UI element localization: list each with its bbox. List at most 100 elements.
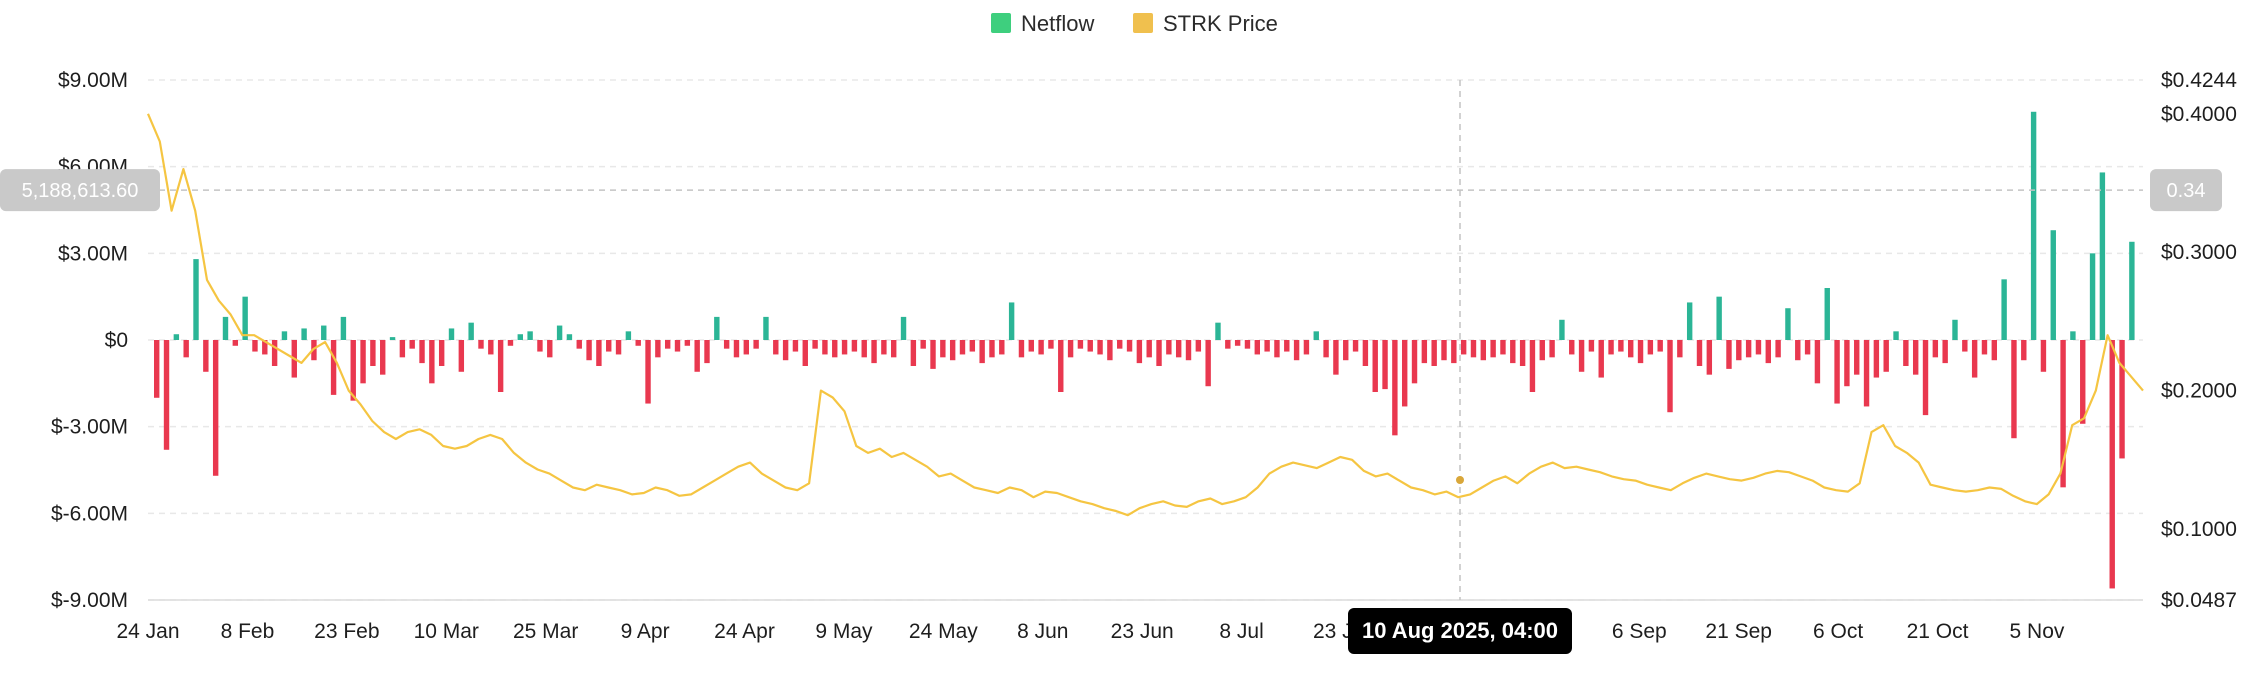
- y-right-tick-label: $0.3000: [2161, 241, 2237, 264]
- netflow-bar: [861, 340, 867, 358]
- netflow-bar: [2030, 111, 2037, 341]
- netflow-bar: [1058, 340, 1064, 392]
- netflow-bar: [1490, 340, 1496, 358]
- netflow-bar: [1500, 340, 1506, 355]
- y-right-tick-label: $0.0487: [2161, 589, 2237, 612]
- netflow-bar: [979, 340, 985, 364]
- netflow-bar: [1628, 340, 1634, 358]
- netflow-bar: [989, 340, 995, 358]
- netflow-bar: [1657, 340, 1663, 352]
- netflow-bar: [949, 340, 956, 361]
- netflow-bar: [1107, 340, 1113, 361]
- netflow-bar: [2021, 340, 2027, 361]
- left-value-badge-text: 5,188,613.60: [22, 180, 139, 202]
- netflow-bar: [1215, 322, 1221, 340]
- netflow-bar: [1549, 340, 1555, 358]
- netflow-bar: [1421, 340, 1428, 364]
- netflow-bar: [969, 340, 976, 352]
- netflow-bar: [1333, 340, 1339, 375]
- netflow-bar: [1529, 340, 1536, 392]
- right-axis: $0.4244 $0.4000 $0.3000 $0.2000 $0.1000 $0.04…: [2161, 69, 2237, 612]
- y-right-tick-label: $0.2000: [2161, 380, 2237, 403]
- netflow-bar: [1117, 340, 1123, 349]
- x-axis: 24 Jan 8 Feb 23 Feb 10 Mar 25 Mar 9 Apr 24 Apr…: [116, 599, 2143, 643]
- netflow-bar: [409, 340, 415, 349]
- netflow-bar: [1844, 340, 1850, 387]
- netflow-bar: [733, 340, 740, 358]
- netflow-bar: [321, 325, 327, 340]
- netflow-bar: [389, 337, 396, 340]
- netflow-bar: [360, 340, 366, 384]
- netflow-bar: [468, 322, 474, 340]
- y-left-tick-label: $-3.00M: [51, 416, 128, 439]
- netflow-bar: [792, 340, 799, 352]
- legend: Netflow STRK Price: [991, 11, 1278, 36]
- x-tick-label: 10 Mar: [414, 620, 479, 643]
- netflow-bar: [2099, 172, 2106, 340]
- netflow-bar: [1578, 340, 1585, 372]
- left-axis: $9.00M$6.00M$3.00M$0$-3.00M$-6.00M$-9.00…: [51, 69, 128, 612]
- netflow-bar: [1097, 340, 1103, 355]
- netflow-bar: [1559, 319, 1565, 340]
- netflow-bar: [1765, 340, 1771, 364]
- netflow-bar: [1588, 340, 1595, 352]
- netflow-bar: [154, 340, 160, 398]
- y-right-tick-label: $0.4244: [2161, 69, 2237, 92]
- netflow-bar: [1372, 340, 1378, 392]
- netflow-bar: [281, 331, 288, 340]
- left-value-badge: [0, 169, 160, 212]
- netflow-bar: [173, 334, 180, 340]
- y-right-tick-label: $0.1000: [2161, 518, 2237, 541]
- netflow-bar: [232, 340, 239, 346]
- netflow-bar: [537, 340, 543, 352]
- netflow-bar: [163, 340, 170, 450]
- netflow-bar: [1637, 340, 1644, 364]
- netflow-bar: [350, 340, 356, 401]
- netflow-bar: [1539, 340, 1545, 361]
- netflow-bar: [1667, 340, 1673, 413]
- netflow-bar: [1824, 288, 1830, 340]
- legend-item-strk-price[interactable]: STRK Price: [1133, 11, 1278, 36]
- netflow-bar: [1087, 340, 1093, 352]
- netflow-bar: [2070, 331, 2076, 340]
- netflow-bar: [1225, 340, 1231, 349]
- netflow-bar: [1067, 340, 1074, 358]
- netflow-bar: [1451, 340, 1457, 364]
- netflow-bar: [674, 340, 681, 352]
- netflow-bar: [1352, 340, 1359, 352]
- netflow-bar: [1382, 340, 1388, 390]
- netflow-bar: [1175, 340, 1182, 358]
- netflow-bar: [478, 340, 484, 349]
- netflow-bar: [1804, 340, 1811, 355]
- netflow-bar: [1519, 340, 1526, 366]
- netflow-bar: [212, 340, 219, 476]
- netflow-bar: [881, 340, 887, 355]
- x-tick-label: 8 Jul: [1219, 620, 1263, 643]
- x-tick-label: 21 Sep: [1705, 620, 1772, 643]
- netflow-bar: [871, 340, 877, 364]
- netflow-bar: [488, 340, 494, 355]
- legend-label-strk-price: STRK Price: [1163, 11, 1278, 36]
- netflow-bar: [1460, 340, 1467, 355]
- netflow-bar: [2011, 340, 2017, 439]
- netflow-bar: [2119, 340, 2125, 459]
- netflow-bar: [723, 340, 730, 349]
- netflow-bar: [1028, 340, 1034, 352]
- netflow-bar: [606, 340, 612, 352]
- netflow-bar: [340, 316, 347, 340]
- netflow-bar: [399, 340, 406, 358]
- legend-item-netflow[interactable]: Netflow: [991, 11, 1094, 36]
- netflow-bar: [763, 316, 769, 340]
- netflow-bar: [812, 340, 818, 349]
- netflow-bar: [1903, 340, 1909, 366]
- netflow-bar: [556, 325, 563, 340]
- netflow-bar: [311, 340, 317, 361]
- x-tick-label: 24 Apr: [714, 620, 775, 643]
- netflow-bar: [419, 340, 425, 364]
- netflow-bar: [999, 340, 1005, 355]
- netflow-bar: [1343, 340, 1349, 361]
- netflow-bar: [900, 316, 907, 340]
- netflow-bar: [380, 340, 386, 375]
- y-left-tick-label: $-9.00M: [51, 589, 128, 612]
